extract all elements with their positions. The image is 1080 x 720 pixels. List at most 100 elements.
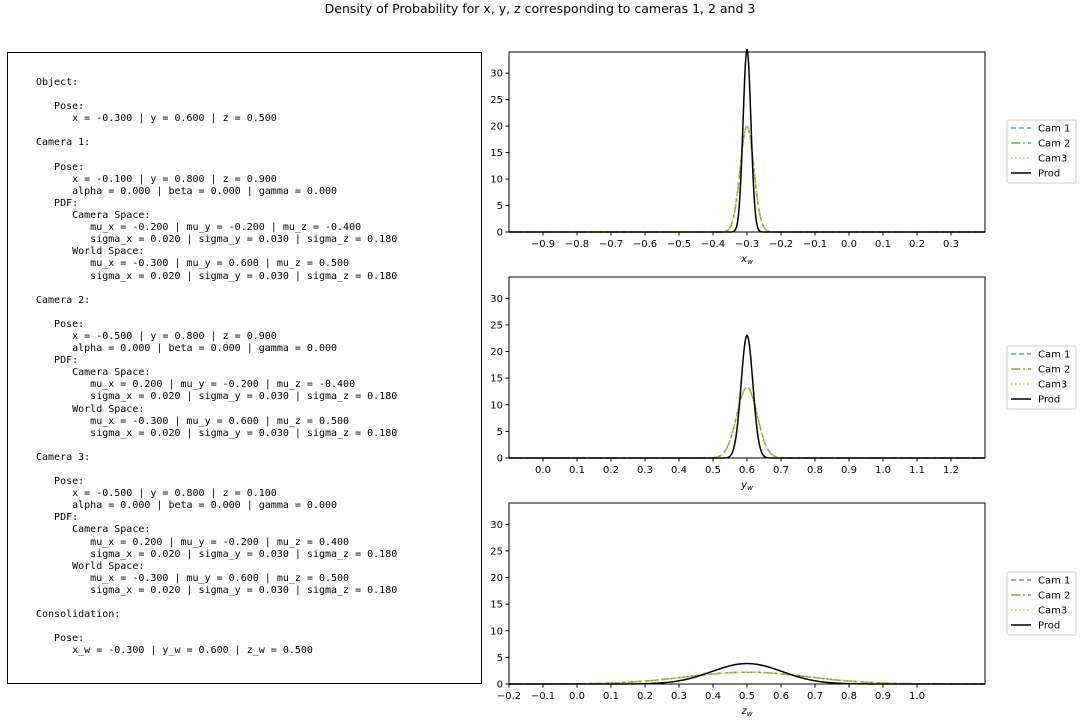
legend-label: Cam 1 xyxy=(1038,350,1070,361)
info-line: Object: xyxy=(36,77,79,88)
legend-label: Cam3 xyxy=(1038,154,1067,165)
y-tick-label: 15 xyxy=(490,374,503,385)
legend-label: Cam 2 xyxy=(1038,139,1070,150)
series-line-prod xyxy=(509,662,985,685)
y-tick-label: 20 xyxy=(490,122,503,133)
info-line: mu_x = 0.200 | mu_y = -0.200 | mu_z = -0… xyxy=(36,379,356,391)
info-line: sigma_x = 0.020 | sigma_y = 0.030 | sigm… xyxy=(36,234,398,246)
series-line-prod xyxy=(509,334,985,459)
info-line: sigma_x = 0.020 | sigma_y = 0.030 | sigm… xyxy=(36,391,398,403)
x-tick-label: 0.5 xyxy=(705,465,721,476)
x-tick-label: −0.1 xyxy=(531,691,555,702)
info-line: Pose: xyxy=(36,633,85,645)
y-tick-label: 25 xyxy=(490,95,503,106)
info-line: Camera 3: xyxy=(36,451,91,463)
info-line: x = -0.100 | y = 0.800 | z = 0.900 xyxy=(36,173,277,185)
y-tick-label: 5 xyxy=(497,201,503,212)
plot-frame xyxy=(508,502,986,685)
x-tick-label: −0.2 xyxy=(497,691,521,702)
x-axis-label: zw xyxy=(741,706,753,718)
series-line-cam3 xyxy=(509,125,985,233)
x-tick-label: −0.5 xyxy=(667,239,691,250)
y-tick-label: 25 xyxy=(490,546,503,557)
x-tick-label: 0.0 xyxy=(569,691,585,702)
y-tick-label: 10 xyxy=(490,626,503,637)
y-tick-label: 0 xyxy=(497,454,503,465)
x-tick-label: −0.4 xyxy=(701,239,725,250)
x-tick-label: −0.2 xyxy=(769,239,793,250)
y-tick-label: 25 xyxy=(490,320,503,331)
x-tick-label: 0.8 xyxy=(807,465,823,476)
x-tick-label: 0.2 xyxy=(909,239,925,250)
y-tick-label: 30 xyxy=(490,294,503,305)
y-tick-label: 15 xyxy=(490,148,503,159)
x-tick-label: 0.1 xyxy=(603,691,619,702)
info-line: Pose: xyxy=(36,101,85,113)
figure-title: Density of Probability for x, y, z corre… xyxy=(324,1,756,16)
legend-label: Cam3 xyxy=(1038,606,1067,617)
x-tick-label: 0.1 xyxy=(875,239,891,250)
x-tick-label: −0.3 xyxy=(735,239,759,250)
series-line-cam-1 xyxy=(509,125,985,233)
info-line: Camera 1: xyxy=(36,137,91,149)
legend-label: Cam 1 xyxy=(1038,124,1070,135)
chart-3: −0.2 −0.1 0.0 0.1 0.2 0.3 0.4 0.5 0.6 0.7 0.8 0.9 1.… xyxy=(490,502,1077,718)
x-tick-label: 1.0 xyxy=(875,465,891,476)
info-line: alpha = 0.000 | beta = 0.000 | gamma = 0… xyxy=(36,185,338,197)
x-tick-label: 0.5 xyxy=(739,691,755,702)
x-tick-label: 0.7 xyxy=(773,465,789,476)
legend-box xyxy=(1006,345,1077,410)
chart-2: 0.0 0.1 0.2 0.3 0.4 0.5 0.6 0.7 0.8 0.9 1.0 1.1 1.2 0… xyxy=(490,276,1077,492)
info-line: PDF: xyxy=(36,355,79,367)
legend-box xyxy=(1006,119,1077,184)
y-tick-label: 15 xyxy=(490,600,503,611)
x-tick-label: 0.8 xyxy=(841,691,857,702)
plot-frame xyxy=(508,51,986,233)
info-line: Camera Space: xyxy=(36,367,151,379)
series-line-cam3 xyxy=(509,386,985,459)
chart-1: −0.9 −0.8 −0.7 −0.6 −0.5 −0.4 −0.3 −0.2 −0.1 0.0 0… xyxy=(490,48,1077,266)
info-line: mu_x = 0.200 | mu_y = -0.200 | mu_z = 0.… xyxy=(36,536,350,548)
info-panel: Object: Pose: x = -0.300 | y = 0.600 | z… xyxy=(7,52,482,684)
legend: Cam 1 Cam 2 Cam3 Prod xyxy=(1006,119,1077,184)
x-tick-label: 0.9 xyxy=(875,691,891,702)
x-tick-label: 0.4 xyxy=(705,691,721,702)
info-line: Camera 2: xyxy=(36,294,91,306)
info-line: x = -0.500 | y = 0.800 | z = 0.100 xyxy=(36,488,277,500)
y-tick-label: 10 xyxy=(490,175,503,186)
series-line-cam-1 xyxy=(509,386,985,459)
legend-box xyxy=(1006,571,1077,636)
y-tick-label: 30 xyxy=(490,520,503,531)
info-line: Pose: xyxy=(36,161,85,173)
info-line: mu_x = -0.300 | mu_y = 0.600 | mu_z = 0.… xyxy=(36,415,350,427)
x-tick-label: 0.9 xyxy=(841,465,857,476)
info-line: World Space: xyxy=(36,560,145,572)
info-line: Pose: xyxy=(36,318,85,330)
info-line: alpha = 0.000 | beta = 0.000 | gamma = 0… xyxy=(36,500,338,512)
info-line: x = -0.500 | y = 0.800 | z = 0.900 xyxy=(36,330,277,342)
x-tick-label: 0.2 xyxy=(603,465,619,476)
x-tick-label: −0.6 xyxy=(633,239,657,250)
y-tick-label: 20 xyxy=(490,573,503,584)
info-line: x_w = -0.300 | y_w = 0.600 | z_w = 0.500 xyxy=(36,645,313,657)
x-tick-label: 0.1 xyxy=(569,465,585,476)
series-line-cam3 xyxy=(509,671,985,685)
x-tick-label: 0.6 xyxy=(773,691,789,702)
x-tick-label: 1.1 xyxy=(909,465,925,476)
x-tick-label: 0.0 xyxy=(841,239,857,250)
x-tick-label: 0.0 xyxy=(535,465,551,476)
info-line: World Space: xyxy=(36,403,145,415)
x-tick-label: 0.6 xyxy=(739,465,755,476)
info-line: x = -0.300 | y = 0.600 | z = 0.500 xyxy=(36,113,277,125)
legend: Cam 1 Cam 2 Cam3 Prod xyxy=(1006,345,1077,410)
info-line: PDF: xyxy=(36,197,79,209)
x-tick-label: 0.3 xyxy=(671,691,687,702)
y-tick-label: 0 xyxy=(497,680,503,691)
x-axis-label: yw xyxy=(740,480,753,492)
series-line-cam-2 xyxy=(509,386,985,459)
x-tick-label: 0.4 xyxy=(671,465,687,476)
info-line: mu_x = -0.300 | mu_y = 0.600 | mu_z = 0.… xyxy=(36,258,350,270)
legend: Cam 1 Cam 2 Cam3 Prod xyxy=(1006,571,1077,636)
x-tick-label: 0.7 xyxy=(807,691,823,702)
